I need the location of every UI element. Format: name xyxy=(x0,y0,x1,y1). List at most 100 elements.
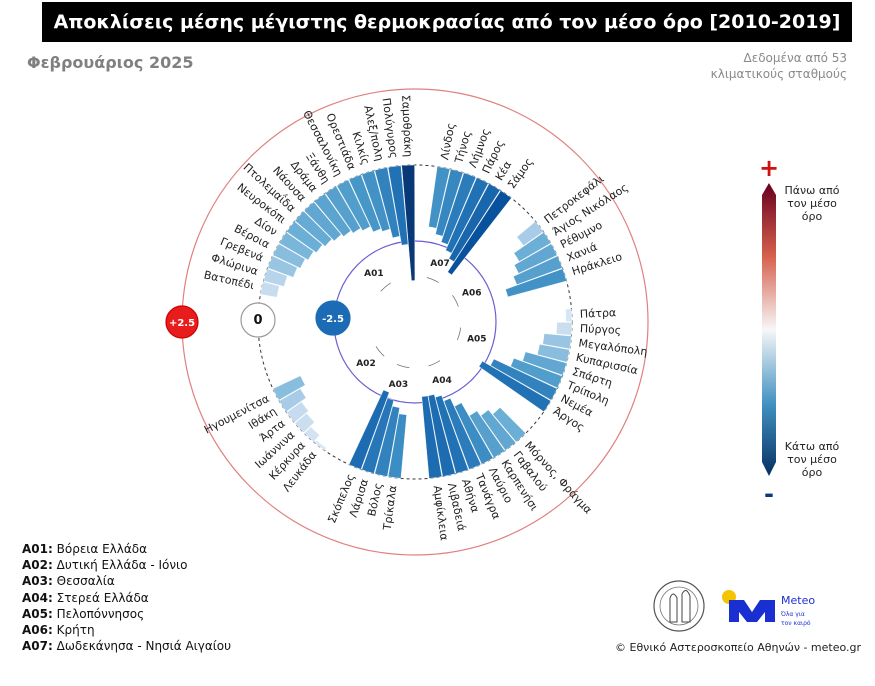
bar-a01 xyxy=(336,179,371,231)
group-label: A07 xyxy=(430,259,450,269)
bar-a01 xyxy=(272,243,306,269)
bar-a03 xyxy=(374,405,400,477)
legend-code: A06: xyxy=(22,623,53,638)
bar-a04 xyxy=(443,397,482,470)
above-average-label: Πάνω από xyxy=(785,184,840,197)
bar-a01 xyxy=(260,281,280,298)
group-label: A02 xyxy=(356,359,376,369)
group-arc xyxy=(426,277,439,283)
bar-a01 xyxy=(361,170,391,232)
minus-sign: - xyxy=(764,480,774,508)
bar-a05 xyxy=(522,351,567,376)
group-arc xyxy=(380,282,391,292)
copyright-credit: © Εθνικό Αστεροσκοπείο Αθηνών - meteo.gr xyxy=(615,641,862,654)
legend-code: A03: xyxy=(22,574,53,589)
bar-a04 xyxy=(427,394,456,477)
group-label: A03 xyxy=(389,380,409,390)
legend-name: Στερεά Ελλάδα xyxy=(56,590,149,605)
station-label: Πύργος xyxy=(580,322,622,337)
bar-a06 xyxy=(516,221,544,246)
group-label: A04 xyxy=(432,376,452,386)
bar-a02 xyxy=(278,388,307,412)
bar-a06 xyxy=(513,232,552,262)
bar-a02 xyxy=(314,439,327,451)
station-label: Σαμοθράκη xyxy=(399,95,415,158)
bar-a05 xyxy=(542,333,572,350)
bar-a07 xyxy=(447,190,512,276)
plus-sign: + xyxy=(759,154,779,182)
bar-a06 xyxy=(505,268,567,298)
legend-item: A01: Βόρεια Ελλάδα xyxy=(22,541,231,557)
bar-a06 xyxy=(513,255,563,285)
bar-a01 xyxy=(278,232,314,261)
group-arc xyxy=(456,327,462,341)
below-average-label: Κάτω από xyxy=(785,440,840,453)
source-line: κλιματικούς σταθμούς xyxy=(710,67,847,81)
bar-a01 xyxy=(314,193,352,237)
bar-a02 xyxy=(294,413,315,434)
below-average-label: όρο xyxy=(802,466,823,479)
group-label: A01 xyxy=(364,269,384,279)
bar-a05 xyxy=(565,308,573,322)
region-legend: A01: Βόρεια Ελλάδα A02: Δυτική Ελλάδα - Ι… xyxy=(22,541,231,654)
bar-a01 xyxy=(348,174,382,233)
legend-code: A05: xyxy=(22,606,53,621)
legend-name: Δυτική Ελλάδα - Ιόνιο xyxy=(56,558,188,573)
month-subtitle: Φεβρουάριος 2025 xyxy=(27,53,194,72)
ring-zero xyxy=(257,164,573,480)
bar-a03 xyxy=(361,397,395,474)
bar-a01 xyxy=(286,221,323,253)
ring-value-marker xyxy=(165,305,199,339)
bar-a02 xyxy=(286,401,309,423)
bar-a03 xyxy=(387,413,407,479)
legend-code: A01: xyxy=(22,542,53,556)
group-label: A06 xyxy=(462,288,482,298)
bar-a07 xyxy=(428,166,451,229)
bar-a02 xyxy=(303,426,320,443)
ring-value-label: 0 xyxy=(253,313,262,328)
bar-a07 xyxy=(440,172,477,245)
legend-name: Κρήτη xyxy=(56,623,95,638)
legend-name: Πελοπόννησος xyxy=(56,606,145,621)
above-average-label: τον μέσο xyxy=(787,197,837,210)
ring-value-marker xyxy=(240,302,276,338)
color-scale-bar xyxy=(762,183,776,476)
bar-a04 xyxy=(469,410,505,459)
bar-a01 xyxy=(303,201,342,242)
source-line: Δεδομένα από 53 xyxy=(743,51,848,65)
bar-a07 xyxy=(445,177,489,254)
legend-item: A06: Κρήτη xyxy=(22,622,231,638)
bar-a01 xyxy=(401,164,416,281)
group-arc xyxy=(375,346,385,357)
ring-value-label: -2.5 xyxy=(322,314,344,325)
legend-name: Βόρεια Ελλάδα xyxy=(56,542,148,556)
bar-a05 xyxy=(490,358,558,401)
title-bar: Αποκλίσεις μέσης μέγιστης θερμοκρασίας α… xyxy=(42,2,852,42)
bar-a04 xyxy=(421,395,443,479)
ring-value-label: +2.5 xyxy=(169,318,195,329)
bar-a04 xyxy=(480,409,516,451)
ring-value-marker xyxy=(315,300,351,336)
legend-name: Θεσσαλία xyxy=(56,574,115,589)
bar-a01 xyxy=(267,255,298,278)
above-average-label: όρο xyxy=(802,210,823,223)
bar-a03 xyxy=(348,389,390,470)
legend-code: A02: xyxy=(22,558,53,573)
station-label: Σάμος xyxy=(505,156,536,192)
station-label: Τρίκαλα xyxy=(381,485,400,532)
legend-item: A04: Στερεά Ελλάδα xyxy=(22,590,231,606)
group-arc xyxy=(452,295,459,307)
bar-a01 xyxy=(263,268,288,287)
legend-item: A03: Θεσσαλία xyxy=(22,573,231,589)
bar-a05 xyxy=(478,360,552,412)
legend-code: A04: xyxy=(22,590,53,605)
data-source-note: Δεδομένα από 53 κλιματικούς σταθμούς xyxy=(647,50,847,82)
bar-a01 xyxy=(294,210,332,247)
page-title: Αποκλίσεις μέσης μέγιστης θερμοκρασίας α… xyxy=(53,11,841,33)
bar-a01 xyxy=(387,165,409,246)
group-label: A05 xyxy=(467,335,487,345)
legend-item: A07: Δωδεκάνησα - Νησιά Αιγαίου xyxy=(22,638,231,654)
bar-a01 xyxy=(374,167,400,239)
